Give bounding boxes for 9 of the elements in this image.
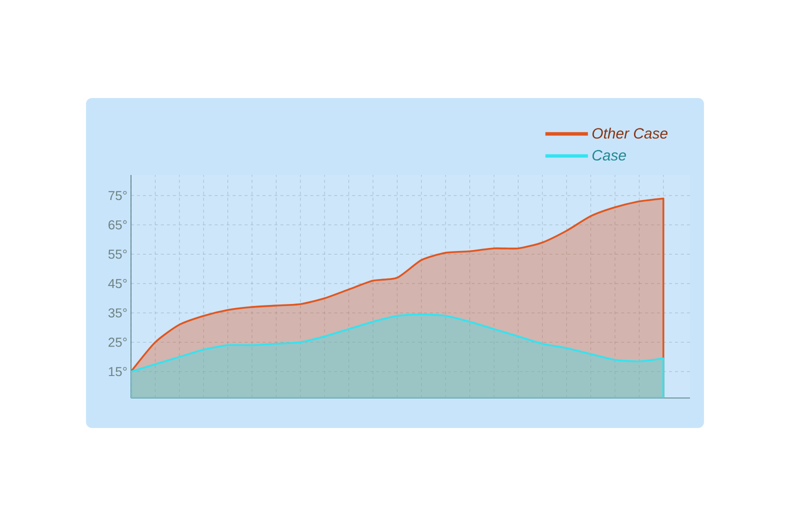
y-tick-label: 35° bbox=[108, 308, 127, 318]
y-tick-label: 75° bbox=[108, 190, 127, 200]
y-tick-label: 55° bbox=[108, 250, 127, 259]
y-tick-label: 45° bbox=[108, 278, 127, 288]
y-tick-label: 15° bbox=[108, 367, 127, 376]
legend-label: Case bbox=[592, 150, 626, 161]
y-tick-label: 25° bbox=[108, 338, 127, 347]
legend-label: Other Case bbox=[592, 128, 668, 139]
y-tick-label: 65° bbox=[108, 220, 127, 230]
